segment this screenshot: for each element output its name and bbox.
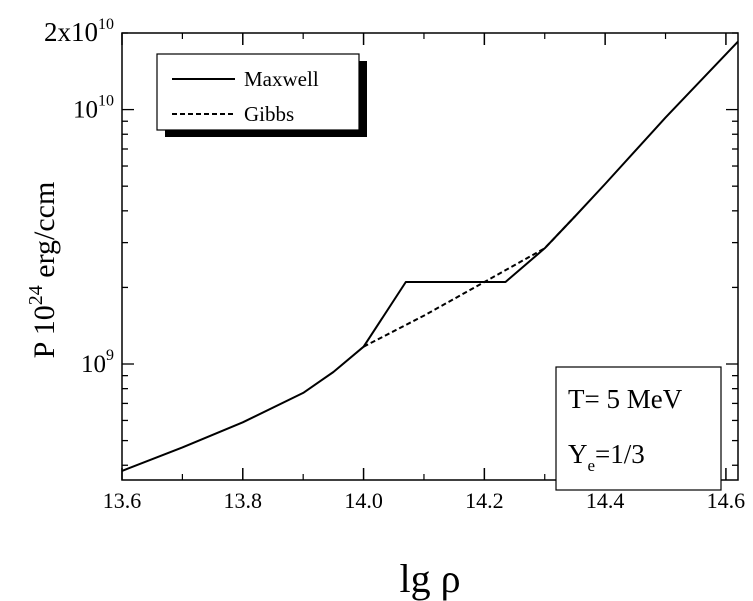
x-tick-label: 13.8	[224, 488, 263, 513]
plot-frame	[121, 32, 739, 481]
annotation-temperature: T= 5 MeV	[568, 384, 683, 414]
y-tick-label-exponent: 10	[98, 16, 114, 33]
series-line-maxwell	[121, 40, 739, 472]
legend-box	[156, 53, 360, 131]
annotation-electron-fraction: Ye=1/3	[568, 439, 645, 475]
series-line-gibbs	[363, 215, 576, 348]
x-tick-label: 14.6	[707, 488, 746, 513]
annotation-y-symbol: Y	[568, 439, 588, 469]
y-tick-label-exponent: 10	[98, 93, 114, 110]
x-tick-label: 14.2	[465, 488, 504, 513]
y-axis-title-suffix: erg/ccm	[28, 182, 61, 286]
annotation-value: =1/3	[595, 439, 645, 469]
y-tick-label: 109	[81, 347, 114, 378]
y-tick-label-base: 10	[81, 351, 106, 378]
annotation-subscript-e: e	[588, 456, 596, 475]
legend-label-gibbs: Gibbs	[244, 102, 294, 126]
y-axis-title-prefix: P 10	[28, 305, 61, 358]
y-tick-label: 2x1010	[44, 16, 114, 47]
legend-label-maxwell: Maxwell	[244, 67, 319, 91]
x-tick-label: 14.0	[344, 488, 383, 513]
y-tick-label-base: 10	[73, 97, 98, 124]
legend: Maxwell Gibbs	[156, 53, 367, 137]
x-tick-label: 14.4	[586, 488, 625, 513]
x-axis-title: lg ρ	[399, 556, 460, 601]
annotation-box	[555, 366, 722, 491]
y-axis-title: P 1024 erg/ccm	[25, 182, 61, 359]
conditions-annotation: T= 5 MeV Ye=1/3	[555, 366, 722, 491]
y-tick-label-exponent: 9	[106, 347, 114, 364]
y-axis-title-exponent: 24	[25, 285, 47, 305]
x-tick-label: 13.6	[103, 488, 142, 513]
y-tick-label: 1010	[73, 93, 114, 124]
axis-ticks	[121, 32, 738, 480]
series-group	[121, 40, 739, 472]
y-tick-label-base: 2x10	[44, 17, 98, 47]
x-tick-labels: 13.6 13.8 14.0 14.2 14.4 14.6	[103, 488, 745, 513]
